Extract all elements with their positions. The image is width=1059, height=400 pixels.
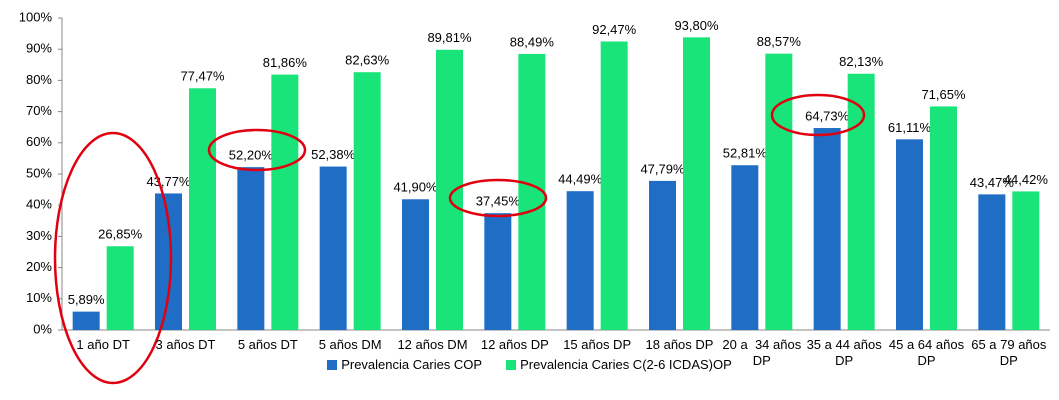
x-tick-label: 5 años DT (237, 337, 298, 352)
value-label: 41,90% (393, 180, 438, 195)
y-tick-label: 30% (26, 228, 52, 243)
value-label: 64,73% (805, 108, 850, 123)
value-label: 43,77% (146, 174, 191, 189)
bar (600, 41, 628, 331)
value-label: 89,81% (427, 30, 472, 45)
legend-swatch (506, 360, 517, 370)
y-tick-label: 70% (26, 103, 52, 118)
value-label: 26,85% (98, 227, 143, 242)
y-tick-label: 40% (26, 197, 52, 212)
legend-label: Prevalencia Caries C(2-6 ICDAS)OP (520, 357, 732, 372)
y-tick-label: 100% (19, 9, 53, 24)
y-tick-label: 60% (26, 134, 52, 149)
legend-swatch (327, 360, 338, 370)
y-tick-label: 80% (26, 72, 52, 87)
bar (978, 194, 1006, 330)
bar (189, 88, 216, 330)
bar (353, 72, 381, 330)
y-tick-label: 90% (26, 41, 52, 56)
y-tick-label: 50% (26, 165, 52, 180)
value-label: 93,80% (674, 18, 719, 33)
value-label: 44,42% (1004, 172, 1049, 187)
bar (683, 37, 710, 331)
value-label: 37,45% (476, 194, 521, 209)
value-label: 71,65% (921, 87, 966, 102)
x-tick-label: 45 a 64 años DP (888, 337, 968, 368)
value-label: 61,11% (888, 120, 932, 135)
highlight-ellipse (770, 93, 866, 137)
bar (106, 246, 134, 330)
value-label: 5,89% (68, 292, 105, 307)
x-tick-label: 18 años DP (645, 337, 714, 352)
bar (436, 49, 463, 331)
value-label: 92,47% (592, 22, 637, 37)
bar (649, 180, 676, 330)
bar (72, 311, 100, 330)
bar (566, 191, 594, 330)
x-tick-label: 35 a 44 años DP (806, 337, 886, 368)
bar (237, 167, 265, 330)
x-tick-label: 15 años DP (563, 337, 632, 352)
value-label: 82,63% (345, 53, 390, 68)
bar (813, 128, 841, 330)
value-label: 81,86% (263, 55, 308, 70)
legend-item: Prevalencia Caries C(2-6 ICDAS)OP (506, 357, 732, 372)
bar (731, 165, 759, 330)
x-tick-label: 12 años DP (480, 337, 549, 352)
legend: Prevalencia Caries COP Prevalencia Caries… (0, 357, 1059, 372)
highlight-ellipse (448, 178, 548, 218)
bar (518, 53, 546, 331)
value-label: 47,79% (640, 161, 685, 176)
value-label: 44,49% (558, 172, 603, 187)
value-label: 82,13% (839, 54, 884, 69)
x-tick-label: 1 año DT (76, 337, 130, 352)
bar (896, 139, 923, 330)
bar (402, 199, 429, 330)
x-tick-label: 65 a 79 años DP (971, 337, 1051, 368)
value-label: 88,57% (757, 34, 802, 49)
value-label: 52,81% (723, 146, 768, 161)
x-tick-label: 5 años DM (318, 337, 382, 352)
bar (930, 106, 957, 331)
value-label: 52,38% (311, 147, 356, 162)
highlight-ellipse (53, 131, 173, 385)
value-label: 88,49% (510, 34, 555, 49)
x-tick-label: 20 a 34 años DP (722, 337, 805, 368)
bar (1012, 191, 1040, 330)
x-tick-label: 3 años DT (155, 337, 216, 352)
value-label: 77,47% (180, 69, 225, 84)
bar (319, 166, 347, 330)
highlight-ellipse (207, 128, 307, 172)
bar (484, 213, 512, 330)
bar (765, 53, 793, 331)
y-tick-label: 10% (26, 290, 52, 305)
value-label: 52,20% (229, 148, 274, 163)
x-tick-label: 12 años DM (397, 337, 468, 352)
y-tick-label: 0% (33, 321, 52, 336)
value-label: 43,47% (970, 175, 1015, 190)
y-tick-label: 20% (26, 259, 52, 274)
legend-item: Prevalencia Caries COP (327, 357, 482, 372)
bar (271, 74, 299, 330)
legend-label: Prevalencia Caries COP (341, 357, 483, 372)
bar (847, 73, 875, 331)
